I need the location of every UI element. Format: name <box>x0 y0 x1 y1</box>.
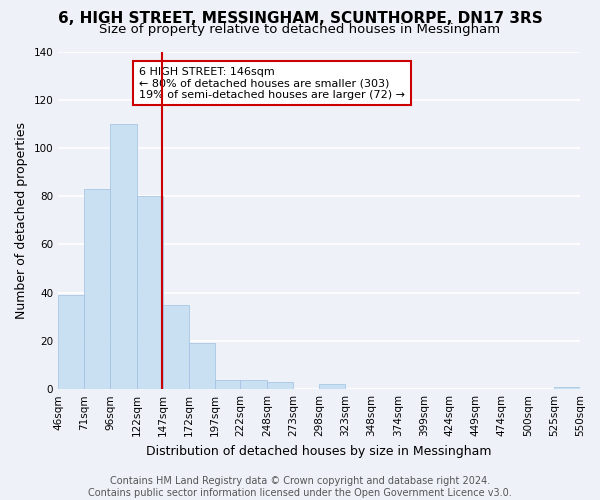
Text: Size of property relative to detached houses in Messingham: Size of property relative to detached ho… <box>100 24 500 36</box>
X-axis label: Distribution of detached houses by size in Messingham: Distribution of detached houses by size … <box>146 444 492 458</box>
Bar <box>137 196 163 389</box>
Bar <box>554 387 580 389</box>
Bar <box>163 305 188 389</box>
Bar <box>319 384 345 389</box>
Text: 6 HIGH STREET: 146sqm
← 80% of detached houses are smaller (303)
19% of semi-det: 6 HIGH STREET: 146sqm ← 80% of detached … <box>139 66 405 100</box>
Bar <box>110 124 137 389</box>
Bar <box>268 382 293 389</box>
Bar <box>84 189 110 389</box>
Text: 6, HIGH STREET, MESSINGHAM, SCUNTHORPE, DN17 3RS: 6, HIGH STREET, MESSINGHAM, SCUNTHORPE, … <box>58 11 542 26</box>
Text: Contains HM Land Registry data © Crown copyright and database right 2024.
Contai: Contains HM Land Registry data © Crown c… <box>88 476 512 498</box>
Bar <box>58 295 84 389</box>
Bar <box>241 380 268 389</box>
Bar <box>188 344 215 389</box>
Y-axis label: Number of detached properties: Number of detached properties <box>15 122 28 319</box>
Bar <box>215 380 241 389</box>
